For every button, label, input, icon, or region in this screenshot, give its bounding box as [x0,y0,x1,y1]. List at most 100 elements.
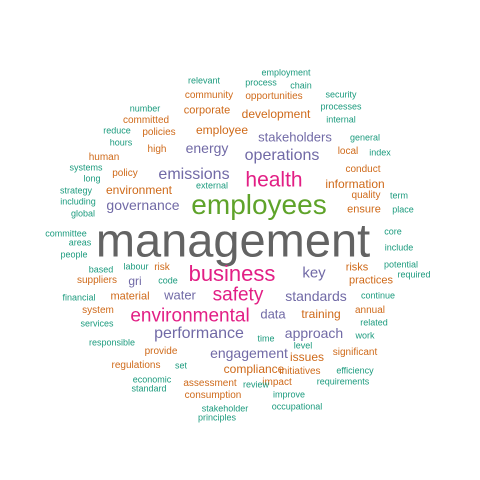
word-include: include [384,242,414,253]
word-engagement: engagement [210,345,288,361]
word-services: services [80,318,114,329]
word-long: long [83,173,101,184]
word-chain: chain [290,80,312,91]
word-issues: issues [289,350,325,364]
word-development: development [241,107,311,121]
word-consumption: consumption [184,390,242,401]
word-impact: impact [262,377,292,388]
word-core: core [384,226,402,237]
word-hours: hours [109,137,133,148]
word-committee: committee [45,228,87,239]
word-management: management [95,213,371,267]
word-employee: employee [195,123,249,137]
word-responsible: responsible [88,337,136,348]
word-set: set [174,360,188,371]
word-risk: risk [154,262,170,273]
word-place: place [392,204,414,215]
word-time: time [257,333,275,344]
word-stakeholder: stakeholder [201,403,249,414]
word-principles: principles [197,412,237,423]
word-areas: areas [68,237,92,248]
word-external: external [195,180,229,191]
word-review: review [242,379,270,390]
word-processes: processes [320,101,362,112]
word-approach: approach [284,325,344,341]
word-risks: risks [345,261,369,274]
word-stakeholders: stakeholders [258,129,332,145]
word-including: including [60,196,96,207]
word-key: key [302,264,326,282]
word-emissions: emissions [158,166,230,183]
word-water: water [164,287,196,303]
word-labour: labour [123,261,149,272]
word-suppliers: suppliers [76,275,118,286]
word-material: material [110,290,150,303]
word-policy: policy [112,168,138,179]
word-internal: internal [326,114,356,125]
word-quality: conduct [345,164,381,175]
word-security: security [325,89,357,100]
word-policies: policies [142,127,176,138]
word-based: based [88,264,114,275]
word-conduct: quality [351,190,381,201]
word-work: work [355,330,375,341]
word-level: level [293,340,313,351]
word-local: local [337,146,359,157]
word-related: related [360,317,388,328]
word-required: required [397,269,431,280]
word-index: index [369,147,391,158]
word-systems: systems [69,162,103,173]
word-committed: committed [122,115,170,126]
word-efficiency: efficiency [336,365,374,376]
word-community: community [184,90,234,101]
word-corporate: corporate [183,104,231,117]
word-reduce: reduce [103,125,131,136]
word-term: term [390,190,408,201]
word-number: number [129,103,161,114]
word-environment: environment [105,183,173,197]
word-significant: significant [332,347,378,358]
word-high: high [147,144,167,155]
word-energy: energy [185,140,229,156]
word-employees: employees [191,189,327,220]
word-business: business [188,261,276,286]
word-compliance: compliance [223,362,285,376]
word-standards: standards [285,288,347,304]
word-initiatives: initiatives [279,366,321,377]
word-potential: potential [383,259,419,270]
word-performance: performance [154,325,244,342]
word-gri: gri [128,274,142,288]
word-employment: employment [261,67,311,78]
word-process: process [245,77,277,88]
word-financial: financial [62,292,96,303]
word-governance: governance [106,197,180,213]
word-strategy: strategy [59,185,93,196]
word-practices: practices [348,274,394,287]
word-data: data [260,306,286,322]
word-continue: continue [360,290,396,301]
word-general: general [349,132,381,143]
word-improve: improve [272,389,306,400]
word-global: global [70,208,96,219]
word-system: system [82,305,114,316]
word-occupational: occupational [271,401,323,412]
word-requirements: requirements [316,376,370,387]
word-information: information [325,177,385,191]
word-standard: standard [131,383,167,394]
word-human: human [88,152,120,163]
word-relevant: relevant [187,75,221,86]
word-environmental: environmental [130,305,250,327]
word-safety: safety [212,284,264,306]
word-regulations: regulations [111,360,161,371]
word-ensure: ensure [347,203,381,216]
word-annual: annual [354,305,386,316]
word-people: people [60,249,88,260]
word-economic: economic [132,374,172,385]
word-training: training [301,307,341,321]
word-health: health [245,168,303,192]
word-opportunities: opportunities [245,91,303,102]
word-assessment: assessment [183,378,237,389]
word-provide: provide [144,346,178,357]
word-code: code [158,275,178,286]
